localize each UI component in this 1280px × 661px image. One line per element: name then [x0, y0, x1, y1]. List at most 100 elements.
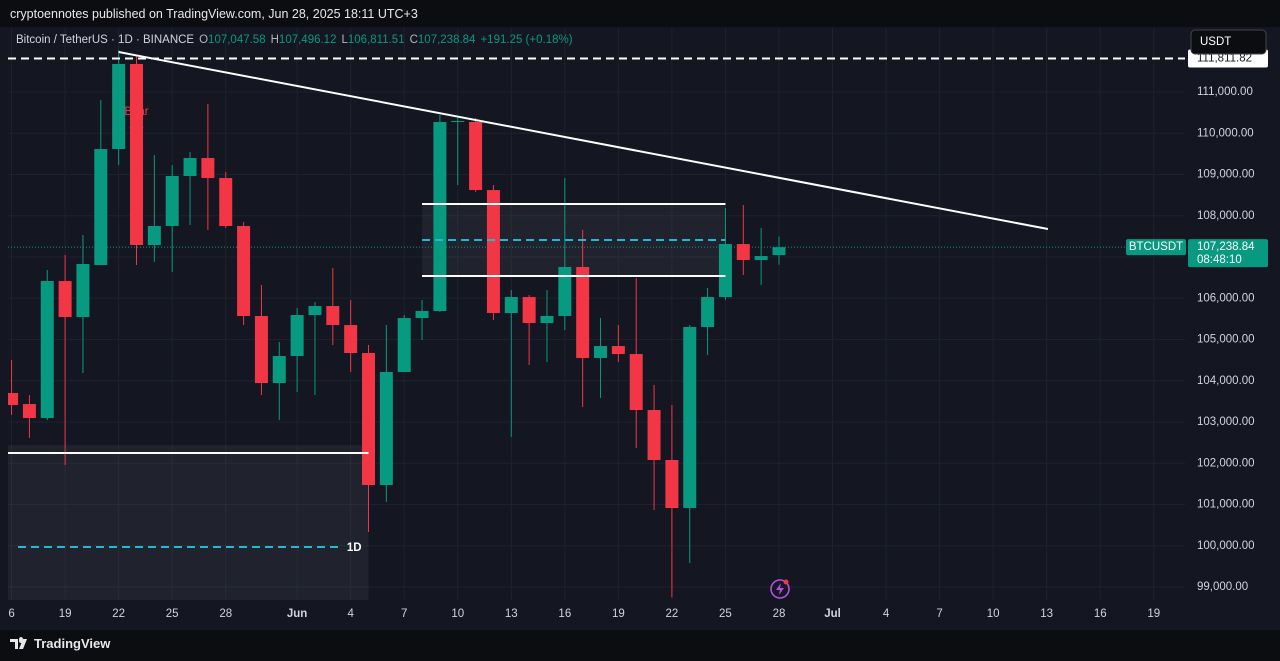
candle-body — [272, 356, 286, 384]
x-tick-label: 4 — [883, 608, 890, 620]
plot-area: Bear 1D — [8, 28, 1185, 600]
candle-body — [237, 225, 251, 317]
candle-body — [647, 410, 661, 461]
candle-body — [40, 281, 54, 419]
x-tick-label: 19 — [612, 608, 625, 620]
symbol-tag — [1126, 239, 1186, 256]
x-tick-label: 7 — [936, 608, 942, 620]
ohlc-label: H — [270, 34, 279, 46]
candle-body — [379, 372, 393, 485]
x-tick-label: 19 — [59, 608, 72, 620]
candle-body — [522, 297, 536, 324]
candle-body — [362, 353, 376, 485]
y-tick-label: 109,000.00 — [1197, 169, 1255, 181]
annotation-marker — [129, 127, 144, 142]
y-tick-label: 104,000.00 — [1197, 375, 1255, 387]
x-tick-label: 25 — [166, 608, 179, 620]
candle-body — [594, 346, 608, 358]
alert-icon[interactable] — [770, 579, 790, 599]
y-tick-label: 102,000.00 — [1197, 457, 1255, 469]
candle-body — [718, 244, 732, 298]
candle-body — [183, 158, 197, 177]
ohlc-label: O — [199, 34, 209, 46]
candle-body — [486, 190, 500, 314]
ohlc-label: C — [409, 34, 418, 46]
candle-body — [433, 122, 447, 312]
candle-body — [611, 346, 625, 355]
y-tick-label: 111,000.00 — [1197, 86, 1253, 98]
x-tick-label: 19 — [1147, 608, 1160, 620]
x-tick-label: 6 — [8, 608, 14, 620]
candle-body — [576, 266, 590, 358]
candle-body — [451, 121, 465, 123]
zone — [8, 445, 369, 600]
candle-body — [415, 311, 429, 319]
annotation-text: 1D — [347, 542, 362, 554]
x-tick-label: 22 — [112, 608, 125, 620]
tv-logo — [10, 637, 27, 649]
price-tag-text: 107,238.84 — [1197, 241, 1255, 253]
ohlc-value: 107,238.84 — [417, 34, 476, 46]
candle-body — [469, 122, 483, 191]
ohlc-value: 106,811.51 — [347, 34, 405, 46]
symbol-name: Bitcoin / TetherUS · 1D · BINANCE — [16, 34, 195, 46]
x-tick-label: Jul — [824, 608, 841, 620]
y-tick-label: 103,000.00 — [1197, 416, 1255, 428]
y-tick-label: 101,000.00 — [1197, 499, 1255, 511]
level-label: 111,811.82 — [1197, 53, 1252, 65]
y-tick-label: 99,000.00 — [1197, 581, 1248, 593]
footer-brand: TradingView — [34, 636, 111, 651]
annotation-text: Bear — [124, 106, 148, 118]
y-tick-label: 100,000.00 — [1197, 540, 1255, 552]
x-tick-label: 16 — [1094, 608, 1107, 620]
candle-body — [22, 404, 36, 419]
candle-body — [701, 297, 715, 328]
candle-body — [8, 393, 19, 406]
candle-body — [736, 244, 750, 261]
candle-body — [76, 264, 90, 318]
candle-body — [219, 178, 233, 226]
candle-body — [772, 247, 786, 256]
x-tick-label: 25 — [719, 608, 732, 620]
symbol-legend: Bitcoin / TetherUS · 1D · BINANCE O107,04… — [16, 34, 573, 46]
x-tick-label: 10 — [987, 608, 1000, 620]
candle-body — [629, 354, 643, 411]
y-tick-label: 106,000.00 — [1197, 292, 1255, 304]
candle-body — [504, 297, 518, 314]
candle-body — [308, 306, 322, 316]
publisher-line: cryptoennotes published on TradingView.c… — [10, 7, 418, 21]
candle-body — [683, 327, 697, 509]
chart-panel — [0, 27, 1280, 630]
candle-body — [754, 256, 768, 261]
price-change: +191.25 (+0.18%) — [480, 34, 573, 46]
candle-body — [254, 316, 268, 384]
currency: USDT — [1200, 36, 1231, 48]
x-tick-label: 13 — [505, 608, 518, 620]
candle-body — [326, 306, 340, 326]
x-tick-label: Jun — [287, 608, 307, 620]
candle-body — [58, 281, 72, 318]
candle-body — [201, 158, 215, 179]
x-tick-label: 16 — [558, 608, 571, 620]
x-tick-label: 13 — [1040, 608, 1053, 620]
candle-body — [290, 315, 304, 357]
symbol-tag-text: BTCUSDT — [1129, 241, 1183, 253]
candle-body — [540, 316, 554, 324]
candle-body — [94, 149, 108, 266]
countdown: 08:48:10 — [1197, 254, 1242, 266]
drawn-line — [118, 51, 1049, 230]
candle-body — [558, 266, 572, 317]
candle-body — [112, 64, 126, 150]
x-tick-label: 22 — [666, 608, 679, 620]
y-tick-label: 108,000.00 — [1197, 210, 1255, 222]
price-tag — [1188, 239, 1268, 268]
candle-body — [129, 64, 143, 246]
candle-body — [397, 318, 411, 373]
ohlc-label: L — [341, 34, 348, 46]
ohlc-value: 107,496.12 — [278, 34, 337, 46]
currency-box — [1190, 29, 1267, 55]
x-tick-label: 28 — [219, 608, 232, 620]
candle-body — [344, 325, 358, 354]
